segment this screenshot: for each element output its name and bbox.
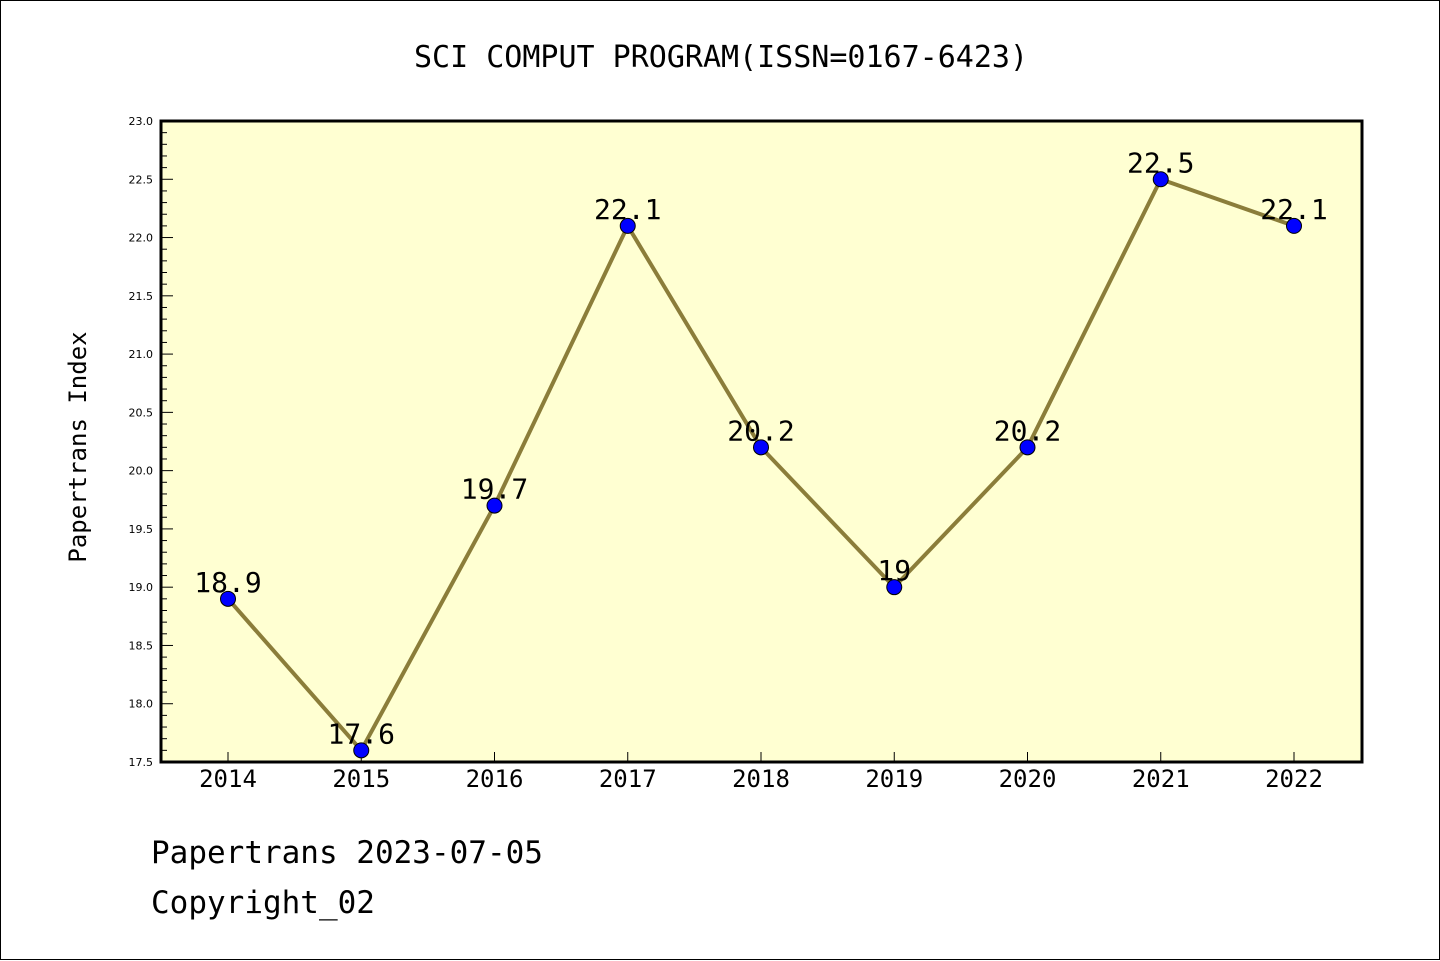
chart-title: SCI COMPUT PROGRAM(ISSN=0167-6423) [414, 40, 1028, 75]
data-point [1286, 217, 1302, 234]
y-tick-label: 19.5 [129, 523, 154, 536]
data-label: 19 [877, 554, 911, 587]
y-tick-label: 18.5 [129, 639, 154, 652]
y-tick-label: 22.0 [129, 232, 154, 245]
x-tick-label: 2019 [865, 765, 923, 793]
data-label: 20.2 [727, 414, 794, 447]
data-point [619, 217, 636, 234]
data-label: 17.6 [328, 717, 395, 750]
x-tick-label: 2016 [466, 765, 524, 793]
data-label: 18.9 [194, 566, 261, 599]
data-label: 22.1 [594, 193, 661, 226]
y-tick-label: 21.5 [129, 290, 154, 303]
x-tick-label: 2021 [1132, 765, 1190, 793]
x-tick-label: 2020 [999, 765, 1057, 793]
plot-border [159, 119, 1364, 764]
y-tick-label: 21.0 [129, 348, 154, 361]
footer-date-text: Papertrans 2023-07-05 [151, 835, 543, 871]
y-tick-label: 18.0 [129, 698, 154, 711]
data-label: 22.5 [1127, 146, 1194, 179]
y-tick-label: 22.5 [129, 173, 154, 186]
data-label: 20.2 [994, 414, 1061, 447]
x-tick-label: 2018 [732, 765, 790, 793]
data-label: 22.1 [1260, 193, 1327, 226]
x-tick-label: 2015 [332, 765, 390, 793]
y-axis-label: Papertrans Index [64, 331, 92, 562]
data-point [753, 439, 769, 456]
y-tick-label: 20.0 [129, 465, 154, 478]
y-tick-label: 19.0 [129, 581, 154, 594]
data-point [486, 497, 503, 514]
x-tick-label: 2017 [599, 765, 657, 793]
data-point [353, 742, 370, 759]
data-point [220, 590, 236, 607]
data-label: 19.7 [461, 473, 528, 506]
data-point [1152, 171, 1169, 188]
y-tick-label: 20.5 [129, 406, 154, 419]
footer-copyright-text: Copyright_02 [151, 885, 375, 921]
data-point [886, 579, 903, 596]
y-tick-label: 23.0 [129, 115, 154, 128]
series-group: 18.9 17.6 19.7 22.1 20.2 19 20.2 22.5 22.1 [194, 146, 1328, 759]
x-tick-label: 2014 [199, 765, 257, 793]
y-axis: 17.5 18.0 18.5 19.0 19.5 20.0 20.5 21.0 21.5 22.0… [129, 115, 173, 769]
x-axis: 2014 2015 2016 2017 2018 2019 2020 2021 2022 [199, 752, 1323, 793]
data-point [1019, 439, 1036, 456]
x-tick-label: 2022 [1265, 765, 1323, 793]
y-tick-label: 17.5 [129, 756, 154, 769]
